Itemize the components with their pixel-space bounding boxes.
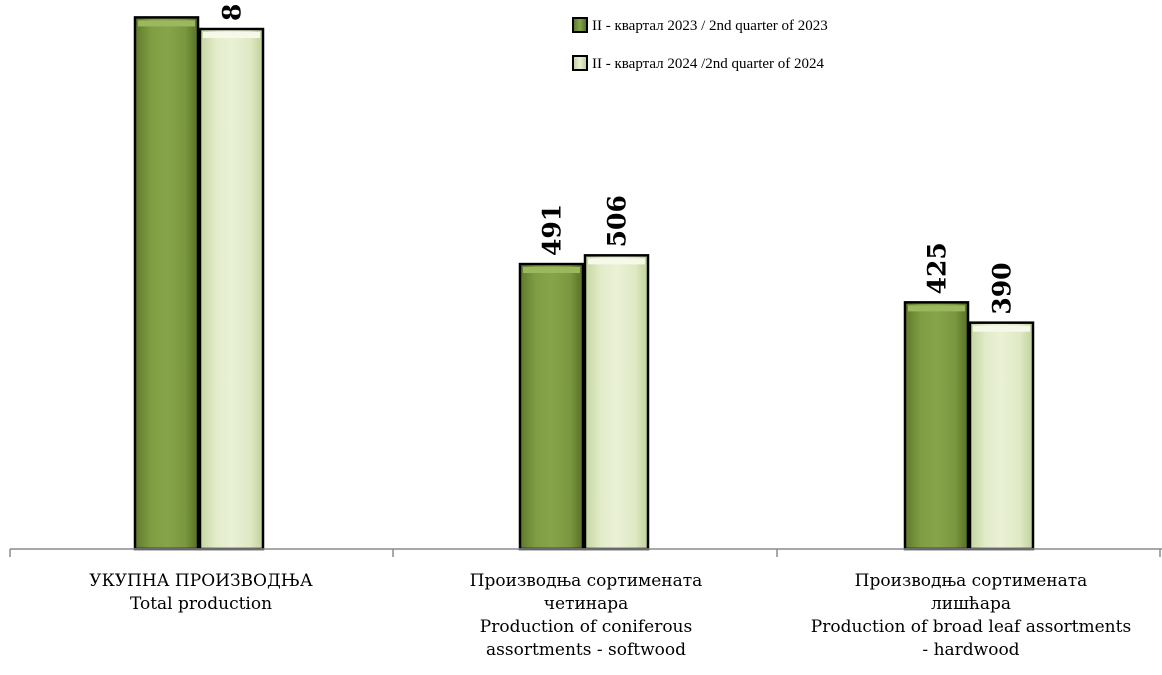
legend-swatch-2024 — [572, 55, 588, 71]
bar-series2-cat1 — [198, 27, 265, 551]
category-label-line: четинара — [543, 594, 629, 614]
category-label-line: Производња сортимената — [854, 571, 1088, 591]
category-label-line: лишћара — [930, 594, 1012, 614]
category-label-line: Production of coniferous — [479, 617, 693, 637]
data-label-series1-cat3: 425 — [923, 242, 952, 294]
bar-series1-cat3 — [903, 301, 970, 551]
bar-highlight — [588, 258, 645, 265]
bar-highlight — [908, 305, 965, 312]
data-label-series1-cat2: 491 — [538, 204, 567, 256]
category-label-line: assortments - softwood — [486, 640, 686, 660]
category-label-line: - hardwood — [922, 640, 1020, 660]
bar-series2-cat3 — [968, 321, 1035, 551]
category-label-line: УКУПНА ПРОИЗВОДЊА — [89, 571, 313, 591]
legend-item: II - квартал 2023 / 2nd quarter of 2023 — [572, 16, 828, 42]
legend-item: II - квартал 2024 /2nd quarter of 2024 — [572, 54, 828, 80]
bar-highlight — [973, 325, 1030, 332]
category-label-line: Total production — [129, 594, 273, 614]
bar-highlight — [138, 20, 195, 27]
category-label-2: Производња сортимената четинара Production… — [396, 570, 776, 662]
legend-label-2023: II - квартал 2023 / 2nd quarter of 2023 — [592, 18, 828, 34]
category-label-1: УКУПНА ПРОИЗВОДЊА Total production — [11, 570, 391, 616]
bar-series2-cat2 — [583, 254, 650, 551]
bar-highlight — [203, 32, 260, 39]
bar-highlight — [523, 267, 580, 274]
bar-series1-cat2 — [518, 262, 585, 551]
data-label-series2-cat2: 506 — [603, 195, 632, 247]
legend: II - квартал 2023 / 2nd quarter of 2023 … — [572, 16, 828, 92]
data-label-series2-cat1: 8 — [218, 4, 247, 21]
data-label-series2-cat3: 390 — [988, 262, 1017, 314]
category-label-line: Производња сортимената — [469, 571, 703, 591]
legend-label-2024: II - квартал 2024 /2nd quarter of 2024 — [592, 56, 825, 72]
category-label-line: Production of broad leaf assortments — [810, 617, 1132, 637]
legend-swatch-2023 — [572, 17, 588, 33]
bar-series1-cat1 — [133, 16, 200, 551]
category-label-3: Производња сортимената лишћара Production … — [781, 570, 1161, 662]
